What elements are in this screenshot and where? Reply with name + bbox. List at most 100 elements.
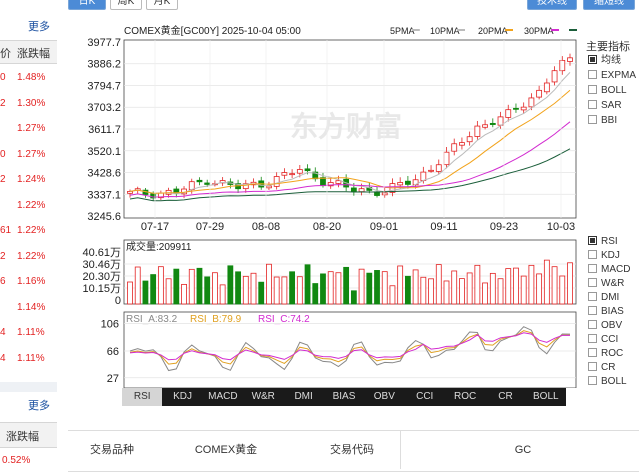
checkbox-icon[interactable] [588,69,597,79]
sub-indicator-rsi[interactable]: RSI [588,235,618,248]
date-tick: 08-08 [252,221,280,233]
checkbox-icon[interactable] [588,84,597,94]
tab-monthly-k[interactable]: 月K [146,0,178,10]
volume-label: 成交量:209911 [126,240,192,253]
checkbox-icon[interactable] [588,277,597,287]
candle-body [327,182,334,187]
checkbox-icon[interactable] [588,263,597,273]
tab-kdj[interactable]: KDJ [173,391,192,402]
tab-roc[interactable]: ROC [453,391,477,402]
tab-daily-k[interactable]: 日K [68,0,106,10]
sub-indicator-boll[interactable]: BOLL [588,375,627,388]
indicator-label: OBV [601,320,623,331]
rsi-tick: 27 [107,373,119,385]
checkbox-icon[interactable] [588,291,597,301]
volume-bar [173,268,180,305]
rsi-tick: 66 [107,346,119,358]
volume-bar [273,276,280,305]
checkbox-icon[interactable] [588,99,597,109]
tab-short-line[interactable]: 缩短线 [583,0,635,10]
volume-bar [127,281,133,305]
indicator-label: CCI [601,334,619,345]
tab-rsi[interactable]: RSI [122,388,163,406]
candle-body [320,177,326,187]
checkbox-icon[interactable] [588,361,597,371]
sub-indicator-roc[interactable]: ROC [588,347,623,360]
candle-body [443,151,450,166]
ma-legend-label: 20PMA [478,26,508,36]
sub-indicator-cr[interactable]: CR [588,361,615,374]
tab-cci[interactable]: CCI [416,391,434,402]
checkbox-icon[interactable] [588,235,597,245]
sub-indicator-w-r[interactable]: W&R [588,277,624,290]
tab-w-r[interactable]: W&R [251,391,275,402]
candle-body [474,125,481,137]
ranking-price: 0 [0,148,6,160]
tab-weekly-k[interactable]: 周K [110,0,142,10]
tab-boll[interactable]: BOLL [533,391,559,402]
ma-legend: 5PMA 10PMA 20PMA 30PMA [390,26,577,36]
candle-body [350,187,357,192]
info-label-product: 交易品种 [90,444,134,456]
volume-bar [459,278,465,305]
volume-bar [381,271,388,305]
ranking-change: 1.48% [17,72,46,83]
sub-indicator-bias[interactable]: BIAS [588,305,624,318]
main-indicator--[interactable]: 均线 [588,54,621,67]
ma-lines [129,72,571,202]
volume-tick: 0 [115,295,121,307]
sub-indicator-obv[interactable]: OBV [588,319,623,332]
checkbox-icon[interactable] [588,114,597,124]
ma-legend-label: 30PMA [524,26,554,36]
volume-bar [543,259,550,305]
price-tick: 3520.1 [87,146,121,158]
tab-bias[interactable]: BIAS [332,391,356,402]
checkbox-icon[interactable] [588,54,597,64]
candle-body [242,183,249,190]
indicator-label: 均线 [601,55,621,66]
rsi-line [129,332,570,361]
volume-bar [374,270,380,305]
tab-obv[interactable]: OBV [373,391,395,402]
tab-dmi[interactable]: DMI [294,391,313,402]
checkbox-icon[interactable] [588,249,597,259]
volume-bar [304,264,311,305]
checkbox-icon[interactable] [588,347,597,357]
price-tick: 3428.6 [87,168,121,180]
rsi-line [129,326,571,372]
checkbox-icon[interactable] [588,305,597,315]
candle-body [543,82,550,93]
candle-body [304,168,311,172]
volume-bar [343,266,350,305]
main-indicator-expma[interactable]: EXPMA [588,69,636,82]
volume-bar [428,278,434,305]
tab-cr[interactable]: CR [498,391,513,402]
volume-bar [366,272,373,305]
price-tick: 3245.6 [87,211,121,223]
volume-bar [358,268,365,305]
main-indicator-bbi[interactable]: BBI [588,114,617,127]
more-link-bottom[interactable]: 更多 [28,400,50,412]
main-indicator-boll[interactable]: BOLL [588,84,627,97]
tab-macd[interactable]: MACD [208,391,238,402]
kline-chart[interactable]: COMEX黄金[GC00Y] 2025-10-04 05:00 5PMA 10PM… [68,18,583,391]
checkbox-icon[interactable] [588,319,597,329]
checkbox-icon[interactable] [588,375,597,385]
volume-bar [551,266,558,305]
volume-bar [266,263,272,305]
more-link-top[interactable]: 更多 [28,21,50,33]
sub-indicator-dmi[interactable]: DMI [588,291,619,304]
main-indicator-sar[interactable]: SAR [588,99,622,112]
sub-indicator-cci[interactable]: CCI [588,333,619,346]
tab-tech-line[interactable]: 技术线 [527,0,577,10]
sub-indicator-macd[interactable]: MACD [588,263,630,276]
sub-indicator-kdj[interactable]: KDJ [588,249,620,262]
rsi-grid: 106 66 27 [101,319,576,385]
checkbox-icon[interactable] [588,333,597,343]
ranking-change: 1.24% [17,174,46,185]
price-tick: 3977.7 [87,37,121,49]
volume-bar [443,280,450,305]
indicator-label: SAR [601,100,622,111]
ranking-price: 2 [0,250,6,262]
date-axis: 07-17 07-29 08-08 08-20 09-01 09-11 09-23 10-03 [141,40,575,233]
